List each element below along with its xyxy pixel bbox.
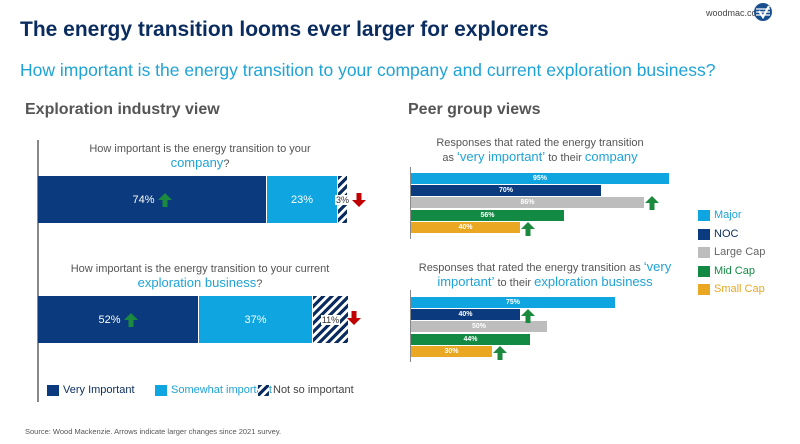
arrow-up-icon: [521, 222, 535, 236]
bar-major: 95%: [411, 173, 669, 184]
segment-not-so-important: 11%: [313, 296, 348, 343]
segment-not-so-important: 3%: [335, 176, 351, 223]
arrow-down-icon: [352, 193, 366, 207]
legend-not-so-important: Not so important: [258, 384, 354, 396]
arrow-up-icon: [157, 192, 172, 207]
arrow-up-icon: [123, 312, 138, 327]
peer-chart-exploration: 75% 40% 50% 44% 30%: [411, 297, 681, 361]
section-title-peer: Peer group views: [408, 101, 541, 118]
segment-somewhat-important: 37%: [199, 296, 312, 343]
arrow-up-icon: [521, 309, 535, 323]
segment-somewhat-important: 23%: [267, 176, 337, 223]
section-title-industry: Exploration industry view: [25, 101, 220, 118]
bar-mid-cap: 56%: [411, 210, 564, 221]
legend-somewhat-important: Somewhat important: [155, 384, 272, 396]
legend-large-cap: Large Cap: [698, 246, 765, 258]
stacked-bar-exploration: 52% 37% 11%: [38, 296, 348, 343]
arrow-down-icon: [347, 311, 361, 325]
bar-noc: 70%: [411, 185, 601, 196]
bar-large-cap: 86%: [411, 197, 644, 208]
segment-very-important: 52%: [38, 296, 198, 343]
legend-mid-cap: Mid Cap: [698, 265, 755, 277]
page-title: The energy transition looms ever larger …: [20, 18, 549, 41]
legend-very-important: Very Important: [47, 384, 135, 396]
bar-small-cap: 40%: [411, 222, 520, 233]
axis-line: [37, 140, 39, 402]
bar-noc: 40%: [411, 309, 520, 320]
bar-major: 75%: [411, 297, 615, 308]
segment-very-important: 74%: [38, 176, 266, 223]
question-peer-company: Responses that rated the energy transiti…: [436, 137, 644, 164]
legend-small-cap: Small Cap: [698, 283, 765, 295]
stacked-bar-company: 74% 23% 3%: [38, 176, 351, 223]
site-url: woodmac.com: [706, 8, 765, 18]
bar-large-cap: 50%: [411, 321, 547, 332]
arrow-up-icon: [645, 196, 659, 210]
legend-noc: NOC: [698, 228, 738, 240]
axis-line: [410, 167, 411, 239]
question-peer-exploration: Responses that rated the energy transiti…: [418, 259, 672, 290]
legend-major: Major: [698, 209, 742, 221]
source-note: Source: Wood Mackenzie. Arrows indicate …: [25, 427, 282, 436]
axis-line: [410, 290, 411, 362]
peer-chart-company: 95% 70% 86% 56% 40%: [411, 173, 681, 237]
bar-mid-cap: 44%: [411, 334, 530, 345]
question-company: How important is the energy transition t…: [89, 143, 311, 170]
bar-small-cap: 30%: [411, 346, 492, 357]
woodmac-logo-icon: [754, 3, 772, 21]
arrow-up-icon: [493, 346, 507, 360]
page-subtitle: How important is the energy transition t…: [20, 60, 716, 80]
question-exploration-business: How important is the energy transition t…: [70, 263, 330, 290]
